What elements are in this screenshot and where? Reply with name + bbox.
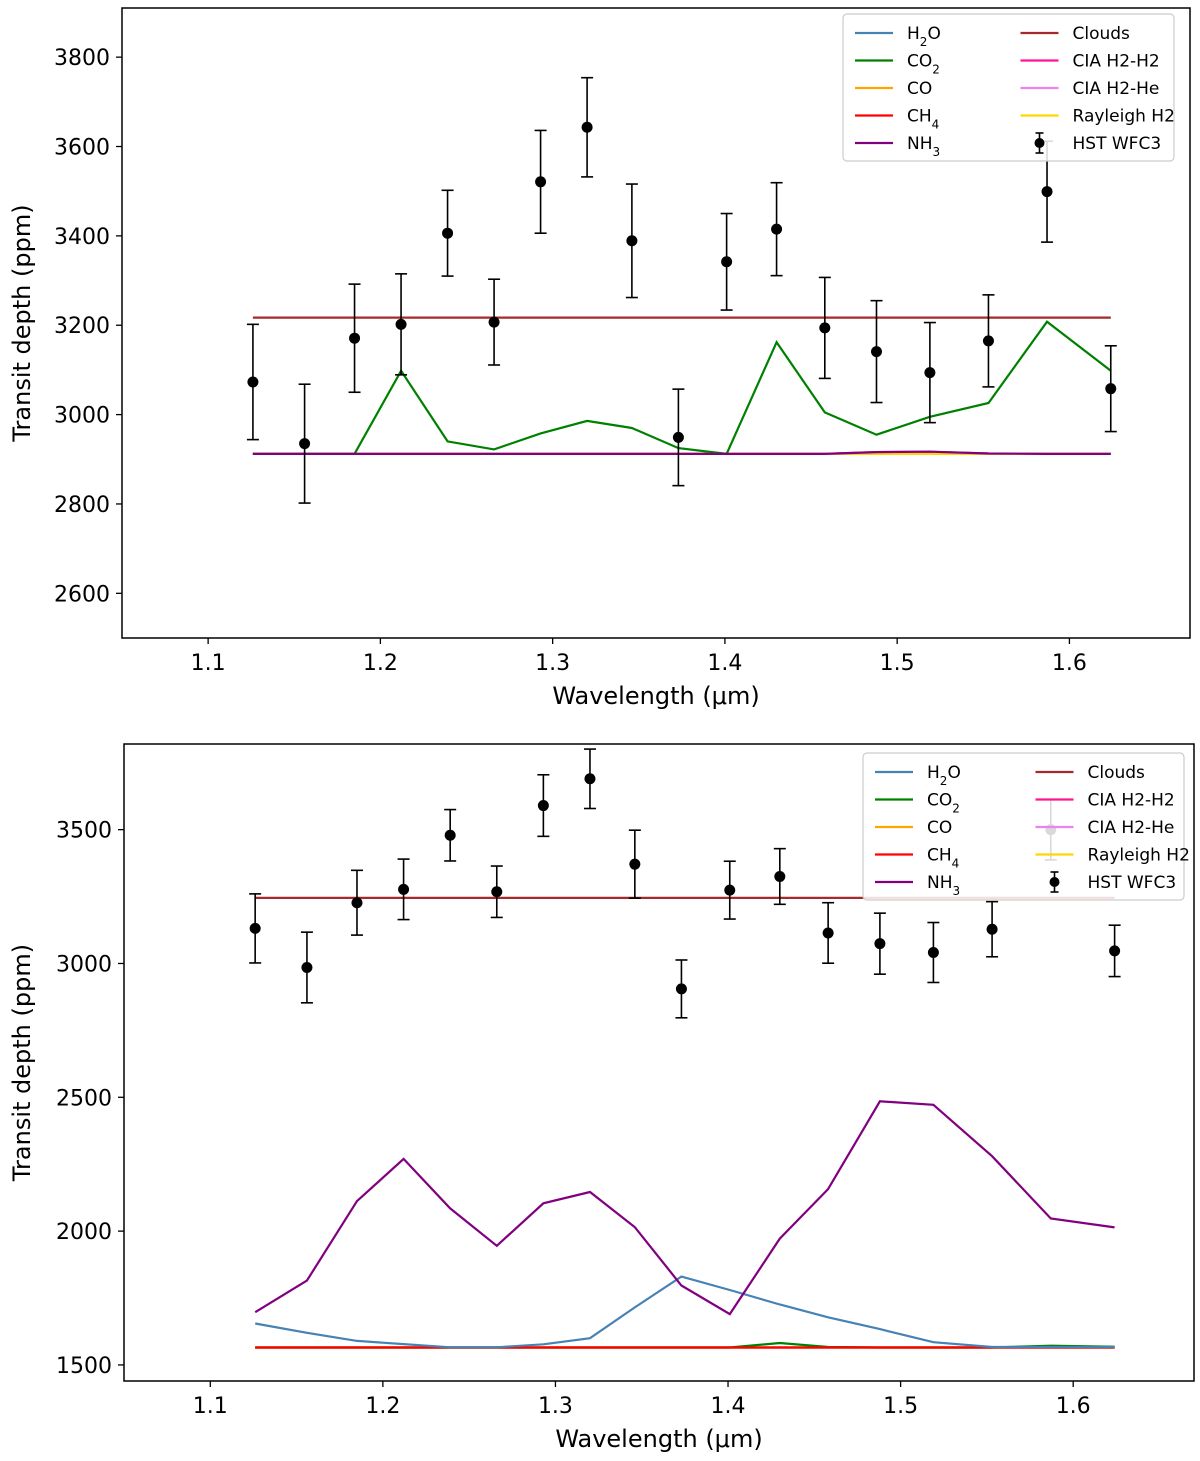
data-point <box>774 870 786 882</box>
x-axis-label: Wavelength (μm) <box>555 1425 762 1453</box>
x-tick-label: 1.6 <box>1056 1394 1091 1419</box>
legend-label: CO <box>927 818 952 838</box>
legend-marker <box>1049 877 1060 887</box>
y-tick-label: 1500 <box>56 1354 112 1379</box>
data-point <box>721 256 733 268</box>
data-point <box>672 431 684 443</box>
y-tick-label: 2000 <box>56 1220 112 1245</box>
data-point <box>1041 186 1053 198</box>
chart-panel-1: 1.1 1.2 1.3 1.4 1.5 1.6 2600 2800 3000 3200 3400 36… <box>8 7 1191 710</box>
legend-label: HST WFC3 <box>1088 873 1177 893</box>
x-tick-label: 1.2 <box>365 1394 400 1419</box>
legend-label: HST WFC3 <box>1073 134 1162 154</box>
x-tick-label: 1.5 <box>880 651 915 676</box>
y-tick-label: 3400 <box>54 225 110 250</box>
legend-label: Clouds <box>1073 24 1131 44</box>
x-tick-label: 1.3 <box>535 651 570 676</box>
data-point <box>1109 945 1121 957</box>
data-point <box>488 316 500 328</box>
x-tick-label: 1.4 <box>707 651 742 676</box>
legend-label: CIA H2-H2 <box>1088 791 1175 811</box>
y-tick-label: 2600 <box>54 582 110 607</box>
data-point <box>819 322 831 334</box>
x-axis-label: Wavelength (μm) <box>552 682 759 710</box>
data-point <box>724 884 736 896</box>
x-tick-label: 1.2 <box>363 651 398 676</box>
data-point <box>249 922 261 934</box>
data-point <box>491 886 503 898</box>
legend-box <box>862 752 1185 901</box>
plot-frame <box>123 743 1195 1382</box>
legend-marker <box>1034 138 1045 148</box>
plot-frame <box>121 7 1191 639</box>
data-point <box>1105 383 1117 395</box>
data-point <box>771 223 783 235</box>
data-point <box>301 961 313 973</box>
x-tick-label: 1.1 <box>193 1394 228 1419</box>
chart-panel-2: 1.1 1.2 1.3 1.4 1.5 1.6 1500 2000 2500 3000 3500 Wa… <box>8 743 1195 1453</box>
data-point <box>535 176 547 188</box>
y-axis-label: Transit depth (ppm) <box>8 204 36 442</box>
y-tick-label: 3200 <box>54 314 110 339</box>
legend-label: CIA H2-H2 <box>1073 52 1160 72</box>
data-point <box>924 367 936 379</box>
data-point <box>822 927 834 939</box>
series-line-nh3 <box>252 450 1111 455</box>
data-point <box>626 235 638 247</box>
y-axis-label: Transit depth (ppm) <box>8 944 36 1182</box>
y-tick-label: 2800 <box>54 493 110 518</box>
legend-label: CO <box>907 79 932 99</box>
legend-label: Rayleigh H2 <box>1073 107 1175 127</box>
data-point <box>675 983 687 995</box>
legend-box <box>842 13 1175 162</box>
x-tick-label: 1.6 <box>1052 651 1087 676</box>
legend-label: Rayleigh H2 <box>1088 846 1190 866</box>
x-tick-label: 1.1 <box>191 651 226 676</box>
x-tick-label: 1.5 <box>883 1394 918 1419</box>
data-point <box>395 318 407 330</box>
y-tick-label: 3600 <box>54 136 110 161</box>
data-point <box>537 800 549 812</box>
data-point <box>870 346 882 358</box>
data-point <box>299 438 311 450</box>
x-tick-label: 1.3 <box>538 1394 573 1419</box>
legend-label: CIA H2-He <box>1073 79 1160 99</box>
y-tick-label: 3800 <box>54 46 110 71</box>
y-tick-label: 2500 <box>56 1086 112 1111</box>
series-line-co2 <box>252 320 1112 456</box>
series-line-nh3 <box>254 1100 1115 1316</box>
data-point <box>247 376 259 388</box>
data-point <box>444 829 456 841</box>
data-point <box>927 946 939 958</box>
data-point <box>581 121 593 133</box>
y-tick-label: 3500 <box>56 819 112 844</box>
legend-label: CIA H2-He <box>1088 818 1175 838</box>
legend-label: Clouds <box>1088 763 1146 783</box>
data-point <box>349 332 361 344</box>
data-point <box>442 227 454 239</box>
data-point <box>584 773 596 785</box>
data-point <box>982 335 994 347</box>
y-tick-label: 3000 <box>54 404 110 429</box>
data-point <box>986 923 998 935</box>
series-line-h2o <box>255 1275 1115 1349</box>
data-point <box>874 938 886 950</box>
y-tick-label: 3000 <box>56 952 112 977</box>
data-point <box>351 897 363 909</box>
x-tick-label: 1.4 <box>711 1394 746 1419</box>
data-point <box>629 858 641 870</box>
data-point <box>398 883 410 895</box>
